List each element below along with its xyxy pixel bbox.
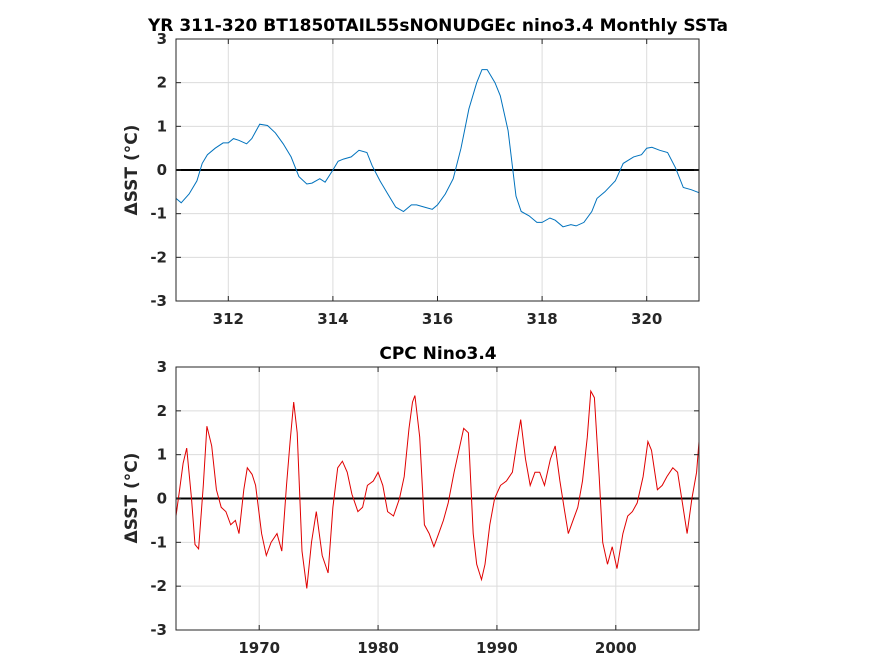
bottom-chart: CPC Nino3.4 1970 1980 1990 2000 -3-2-10123 … <box>122 344 700 656</box>
top-y-tick-label: 0 <box>157 161 167 179</box>
top-y-axis-label: ΔSST (°C) <box>122 125 142 216</box>
bottom-x-tick-label: 1980 <box>357 639 399 656</box>
top-y-tick-label: 3 <box>157 30 167 48</box>
top-y-ticks: -3 -2 -1 0 1 2 3 <box>150 30 699 310</box>
bottom-x-tick-label: 2000 <box>595 639 637 656</box>
top-x-tick-label: 316 <box>422 310 453 328</box>
top-series-line <box>175 69 700 228</box>
top-x-tick-label: 320 <box>631 310 662 328</box>
bottom-y-tick-label: 2 <box>157 402 167 420</box>
bottom-series-line <box>175 389 700 589</box>
top-y-tick-label: -1 <box>150 205 167 223</box>
top-y-tick-label: 2 <box>157 74 167 92</box>
top-x-ticks: 312 314 316 318 320 <box>213 39 662 328</box>
bottom-y-tick-label: 0 <box>157 490 167 508</box>
bottom-x-tick-label: 1990 <box>476 639 518 656</box>
bottom-y-axis-label: ΔSST (°C) <box>122 453 142 544</box>
top-x-tick-label: 318 <box>526 310 557 328</box>
top-y-tick-label: 1 <box>157 117 167 135</box>
top-chart-title: YR 311-320 BT1850TAIL55sNONUDGEc nino3.4… <box>147 16 728 36</box>
bottom-y-tick-label: -3 <box>150 621 167 639</box>
top-x-tick-label: 314 <box>317 310 348 328</box>
bottom-y-tick-label: -1 <box>150 533 167 551</box>
bottom-y-tick-label: -2 <box>150 577 167 595</box>
bottom-x-ticks: 1970 1980 1990 2000 <box>238 367 637 656</box>
top-y-tick-label: -3 <box>150 292 167 310</box>
bottom-chart-title: CPC Nino3.4 <box>379 344 496 364</box>
top-y-tick-label: -2 <box>150 248 167 266</box>
bottom-y-ticks: -3 -2 -1 0 1 2 3 <box>150 358 699 639</box>
top-chart: YR 311-320 BT1850TAIL55sNONUDGEc nino3.4… <box>122 16 728 328</box>
bottom-y-tick-label: 1 <box>157 446 167 464</box>
top-x-tick-label: 312 <box>213 310 244 328</box>
bottom-y-tick-label: 3 <box>157 358 167 376</box>
bottom-x-tick-label: 1970 <box>238 639 280 656</box>
